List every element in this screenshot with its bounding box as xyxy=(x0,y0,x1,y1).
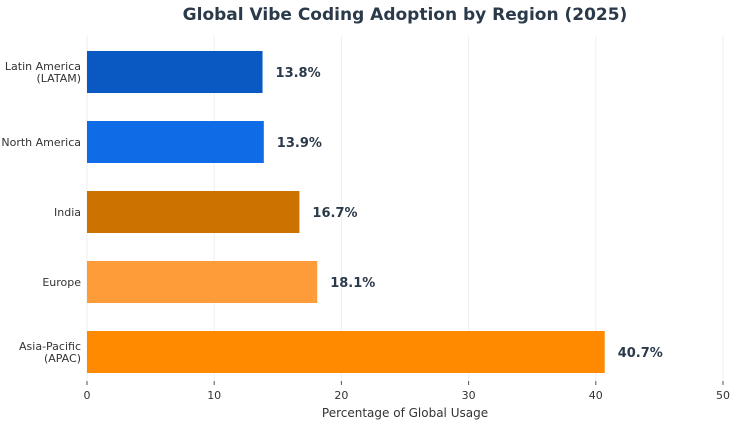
x-axis-label: Percentage of Global Usage xyxy=(322,406,488,420)
x-axis: 0 10 20 30 40 50 xyxy=(84,381,730,402)
bar xyxy=(87,191,300,233)
category-label: (APAC) xyxy=(44,352,81,365)
category-label: India xyxy=(54,206,81,219)
tick-label: 50 xyxy=(716,389,730,402)
gridlines xyxy=(86,36,724,381)
bar xyxy=(87,121,264,163)
data-label: 16.7% xyxy=(312,206,357,221)
bars xyxy=(87,51,605,373)
bar xyxy=(87,51,263,93)
category-label: Latin America xyxy=(5,60,81,73)
category-label: North America xyxy=(1,136,81,149)
tick-label: 30 xyxy=(462,389,476,402)
tick-label: 40 xyxy=(589,389,603,402)
bar xyxy=(87,261,318,303)
data-labels: 13.8% 13.9% 16.7% 18.1% 40.7% xyxy=(276,66,663,361)
data-label: 13.8% xyxy=(276,66,321,81)
bar xyxy=(87,331,605,373)
tick-label: 0 xyxy=(84,389,91,402)
tick-label: 10 xyxy=(207,389,221,402)
category-label: Asia-Pacific xyxy=(19,340,81,353)
data-label: 13.9% xyxy=(277,136,322,151)
data-label: 18.1% xyxy=(330,276,375,291)
category-label: (LATAM) xyxy=(36,72,81,85)
data-label: 40.7% xyxy=(618,346,663,361)
category-label: Europe xyxy=(42,276,81,289)
tick-label: 20 xyxy=(334,389,348,402)
category-labels: Latin America(LATAM) North America India Eu… xyxy=(1,60,81,365)
chart-title: Global Vibe Coding Adoption by Region (2… xyxy=(183,5,628,25)
